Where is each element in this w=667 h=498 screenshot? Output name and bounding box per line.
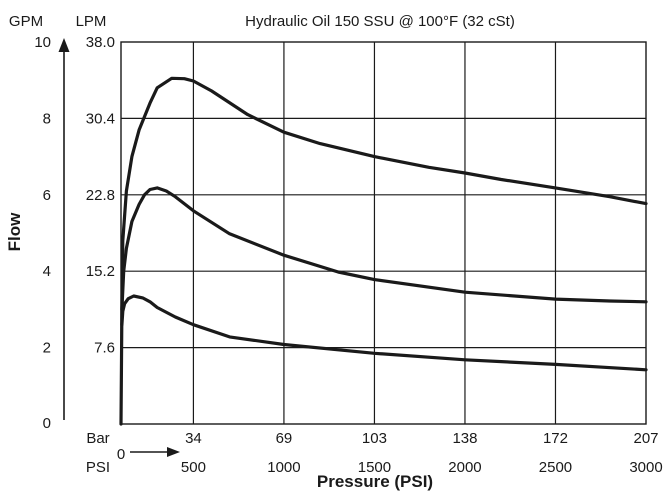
psi-tick-label: 3000	[629, 459, 662, 476]
lpm-tick-label: 7.6	[94, 340, 115, 357]
bar-tick-label: 138	[452, 430, 477, 447]
lpm-tick-label: 22.8	[86, 187, 115, 204]
psi-tick-label: 2000	[448, 459, 481, 476]
x-axis-arrowhead	[167, 447, 180, 457]
flow-curve-1	[119, 76, 648, 426]
psi-unit-label: PSI	[86, 459, 110, 476]
lpm-tick-label: 38.0	[86, 34, 115, 51]
bar-tick-label: 34	[185, 430, 202, 447]
psi-tick-label: 1000	[267, 459, 300, 476]
lpm-unit-label: LPM	[76, 13, 107, 30]
plot-frame	[120, 41, 647, 425]
bar-tick-label: 103	[362, 430, 387, 447]
bar-tick-label: 172	[543, 430, 568, 447]
x-axis-title: Pressure (PSI)	[317, 472, 433, 491]
y-axis-title: Flow	[5, 212, 24, 251]
gpm-tick-label: 4	[43, 263, 51, 280]
grid-layer	[120, 41, 647, 425]
gpm-tick-label: 0	[43, 415, 51, 432]
gpm-tick-label: 6	[43, 187, 51, 204]
series-layer	[119, 76, 648, 426]
psi-tick-label: 500	[181, 459, 206, 476]
bar-tick-label: 69	[276, 430, 293, 447]
gpm-tick-label: 8	[43, 110, 51, 127]
flow-curve-3	[120, 294, 648, 372]
flow-curve-2	[120, 186, 648, 311]
y-axis-arrowhead	[58, 38, 70, 52]
bar-tick-label: 207	[633, 430, 658, 447]
tick-layer: 3450069100010315001382000172250020730007…	[34, 34, 662, 476]
lpm-tick-label: 15.2	[86, 263, 115, 280]
gpm-unit-label: GPM	[9, 13, 43, 30]
psi-origin-label: 0	[117, 446, 125, 463]
psi-tick-label: 1500	[358, 459, 391, 476]
chart-title: Hydraulic Oil 150 SSU @ 100°F (32 cSt)	[245, 13, 515, 30]
gpm-tick-label: 2	[43, 340, 51, 357]
gpm-tick-label: 10	[34, 34, 51, 51]
bar-unit-label: Bar	[86, 430, 109, 447]
psi-tick-label: 2500	[539, 459, 572, 476]
axis-layer	[58, 38, 180, 457]
lpm-tick-label: 30.4	[86, 110, 115, 127]
